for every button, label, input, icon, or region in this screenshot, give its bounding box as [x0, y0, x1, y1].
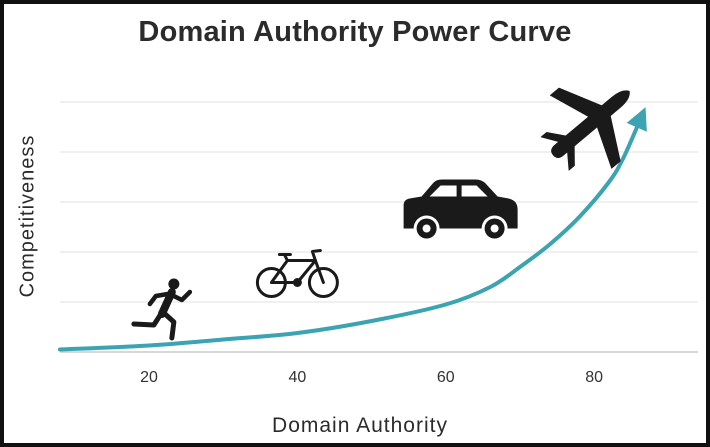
x-tick-label: 60: [437, 369, 455, 386]
curve-arrowhead: [626, 107, 647, 132]
runner-icon: [131, 278, 193, 341]
curve-line: [58, 112, 645, 352]
bicycle-icon: [255, 249, 339, 298]
x-tick-label: 80: [585, 369, 603, 386]
x-axis-label: Domain Authority: [272, 414, 448, 437]
x-tick-label: 20: [140, 369, 158, 386]
chart-plot: 20 40 60 80: [58, 87, 698, 386]
power-curve: [58, 107, 647, 352]
x-tick-label: 40: [288, 369, 306, 386]
airplane-icon: [540, 87, 630, 171]
x-tick-labels: 20 40 60 80: [140, 369, 603, 386]
car-icon: [403, 179, 518, 242]
gridlines: [60, 101, 698, 353]
chart-title: Domain Authority Power Curve: [138, 16, 572, 48]
